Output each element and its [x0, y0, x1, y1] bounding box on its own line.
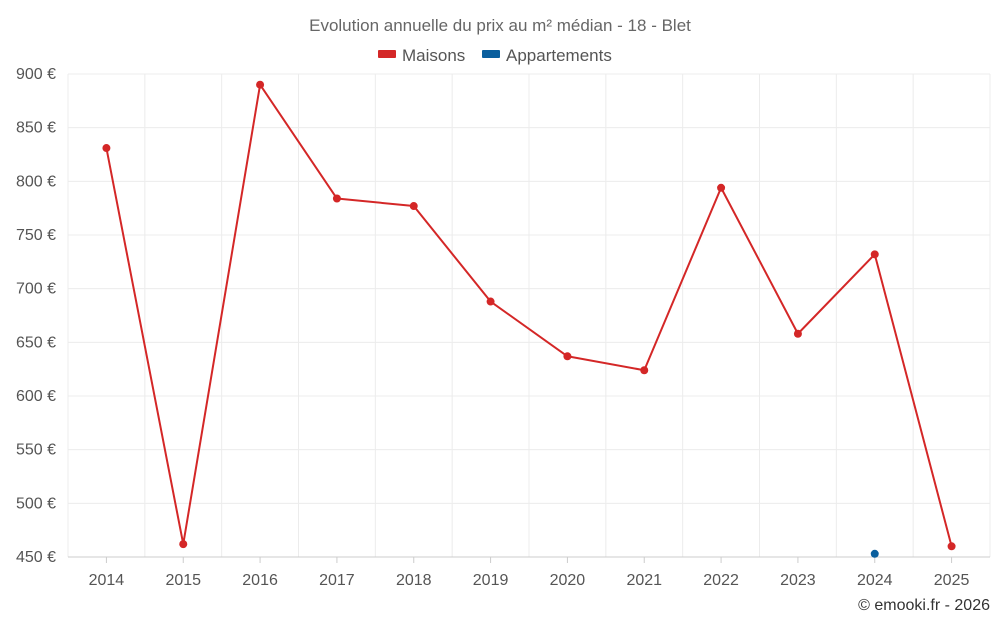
- x-tick-label: 2021: [626, 572, 662, 589]
- y-tick-label: 550 €: [16, 442, 56, 459]
- data-point-maisons-2025[interactable]: [947, 542, 956, 551]
- y-tick-label: 800 €: [16, 173, 56, 190]
- data-point-maisons-2015[interactable]: [179, 540, 188, 549]
- y-tick-label: 650 €: [16, 334, 56, 351]
- y-tick-label: 500 €: [16, 495, 56, 512]
- y-tick-label: 450 €: [16, 549, 56, 566]
- chart-title: Evolution annuelle du prix au m² médian …: [309, 16, 691, 35]
- legend-label-appartements: Appartements: [506, 46, 612, 65]
- data-point-maisons-2020[interactable]: [563, 352, 572, 361]
- legend-swatch-appartements: [482, 50, 500, 58]
- y-tick-label: 600 €: [16, 388, 56, 405]
- data-point-maisons-2021[interactable]: [640, 366, 649, 375]
- x-tick-label: 2015: [165, 572, 201, 589]
- x-axis: 2014 2015 2016 2017 2018 2019 2020 2021 2022 2023…: [68, 556, 990, 589]
- x-tick-label: 2016: [242, 572, 278, 589]
- data-point-maisons-2016[interactable]: [256, 80, 265, 89]
- x-tick-label: 2022: [703, 572, 739, 589]
- x-tick-label: 2024: [857, 572, 893, 589]
- legend-swatch-maisons: [378, 50, 396, 58]
- x-tick-label: 2017: [319, 572, 355, 589]
- series-maisons: [102, 80, 956, 551]
- grid: [67, 73, 991, 557]
- data-point-maisons-2023[interactable]: [793, 329, 802, 338]
- y-tick-label: 850 €: [16, 120, 56, 137]
- y-tick-label: 700 €: [16, 281, 56, 298]
- data-point-maisons-2017[interactable]: [332, 194, 341, 203]
- x-tick-label: 2014: [89, 572, 125, 589]
- credit: © emooki.fr - 2026: [858, 597, 990, 614]
- x-tick-label: 2025: [934, 572, 970, 589]
- data-point-maisons-2019[interactable]: [486, 297, 495, 306]
- y-tick-label: 900 €: [16, 66, 56, 83]
- data-point-maisons-2024[interactable]: [870, 250, 879, 259]
- x-tick-label: 2019: [473, 572, 509, 589]
- series-layer: [102, 80, 956, 558]
- x-tick-label: 2020: [550, 572, 586, 589]
- y-tick-label: 750 €: [16, 227, 56, 244]
- y-axis: 450 € 500 € 550 € 600 € 650 € 700 € 750 € 800 €…: [16, 66, 56, 566]
- x-tick-label: 2018: [396, 572, 432, 589]
- data-point-appartements-2024[interactable]: [870, 549, 879, 558]
- series-line-maisons: [105, 83, 953, 547]
- legend: Maisons Appartements: [378, 46, 612, 65]
- legend-label-maisons: Maisons: [402, 46, 465, 65]
- series-appartements: [870, 549, 879, 558]
- legend-item-appartements[interactable]: Appartements: [482, 46, 612, 65]
- data-point-maisons-2018[interactable]: [409, 202, 418, 211]
- data-point-maisons-2014[interactable]: [102, 144, 111, 153]
- data-point-maisons-2022[interactable]: [717, 183, 726, 192]
- legend-item-maisons[interactable]: Maisons: [378, 46, 465, 65]
- x-tick-label: 2023: [780, 572, 816, 589]
